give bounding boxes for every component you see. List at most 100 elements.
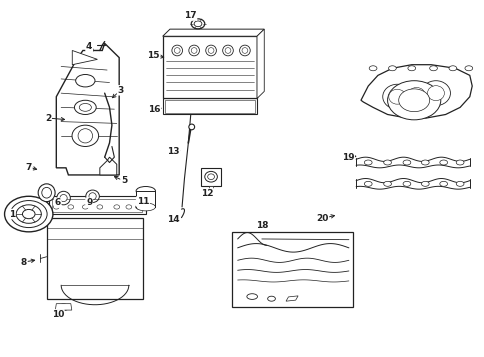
Ellipse shape (402, 181, 410, 186)
Ellipse shape (136, 203, 155, 211)
Polygon shape (208, 186, 213, 190)
Ellipse shape (89, 193, 96, 200)
Ellipse shape (401, 82, 430, 107)
Ellipse shape (239, 45, 250, 56)
Text: 4: 4 (86, 42, 92, 51)
Ellipse shape (363, 181, 371, 186)
Ellipse shape (57, 191, 70, 205)
Text: 3: 3 (117, 86, 123, 95)
Circle shape (387, 81, 440, 120)
Ellipse shape (448, 66, 456, 71)
Ellipse shape (383, 181, 391, 186)
Circle shape (53, 205, 59, 209)
Ellipse shape (421, 81, 450, 106)
Ellipse shape (171, 45, 182, 56)
Text: 8: 8 (21, 257, 27, 267)
Circle shape (398, 89, 429, 112)
Text: 10: 10 (51, 310, 64, 319)
Ellipse shape (188, 45, 199, 56)
Polygon shape (56, 43, 119, 175)
Ellipse shape (136, 186, 155, 195)
Circle shape (10, 201, 47, 227)
Polygon shape (46, 218, 143, 300)
Ellipse shape (222, 45, 233, 56)
Circle shape (16, 205, 41, 223)
Ellipse shape (402, 160, 410, 165)
Ellipse shape (42, 187, 51, 198)
Text: 20: 20 (316, 214, 328, 223)
Ellipse shape (204, 171, 217, 182)
Polygon shape (162, 29, 264, 36)
Ellipse shape (429, 66, 437, 71)
Text: 19: 19 (341, 154, 353, 162)
Ellipse shape (426, 86, 443, 101)
Polygon shape (360, 65, 471, 118)
Circle shape (22, 210, 35, 219)
Circle shape (68, 205, 74, 209)
Ellipse shape (382, 84, 411, 109)
Ellipse shape (188, 124, 194, 130)
Circle shape (126, 205, 132, 209)
Polygon shape (286, 296, 298, 301)
Text: 17: 17 (183, 11, 196, 20)
Ellipse shape (205, 45, 216, 56)
Text: 11: 11 (136, 197, 149, 206)
Ellipse shape (388, 66, 395, 71)
Bar (162, 99, 257, 115)
Circle shape (136, 205, 141, 209)
Ellipse shape (60, 306, 66, 309)
Polygon shape (55, 304, 72, 310)
Ellipse shape (191, 19, 204, 29)
Circle shape (114, 205, 120, 209)
Ellipse shape (464, 66, 472, 71)
Text: 6: 6 (55, 198, 61, 207)
Ellipse shape (76, 75, 95, 87)
Ellipse shape (408, 87, 424, 102)
Text: 1: 1 (9, 210, 15, 218)
Polygon shape (100, 157, 117, 175)
Circle shape (97, 205, 103, 209)
Ellipse shape (383, 160, 391, 165)
Ellipse shape (79, 104, 91, 111)
Text: 9: 9 (86, 198, 92, 207)
Text: 5: 5 (121, 176, 127, 186)
Polygon shape (257, 29, 264, 99)
Bar (52, 199, 142, 212)
Text: 14: 14 (167, 215, 180, 224)
Ellipse shape (421, 181, 428, 186)
Ellipse shape (267, 296, 275, 301)
Ellipse shape (421, 160, 428, 165)
Circle shape (4, 196, 53, 232)
Ellipse shape (60, 195, 67, 202)
Polygon shape (72, 50, 97, 65)
Bar (231, 232, 352, 307)
Ellipse shape (72, 125, 98, 146)
Circle shape (82, 205, 88, 209)
Ellipse shape (455, 160, 463, 165)
Text: 16: 16 (148, 105, 160, 114)
Ellipse shape (439, 160, 447, 165)
Ellipse shape (407, 66, 415, 71)
Polygon shape (201, 168, 220, 186)
Ellipse shape (58, 304, 69, 311)
Text: 13: 13 (167, 147, 179, 156)
Ellipse shape (74, 100, 96, 115)
Ellipse shape (388, 89, 405, 104)
Ellipse shape (363, 160, 371, 165)
Text: 18: 18 (256, 221, 268, 230)
Bar (136, 191, 155, 207)
Bar (165, 100, 254, 113)
Bar (49, 196, 146, 214)
Ellipse shape (368, 66, 376, 71)
Ellipse shape (78, 129, 92, 143)
Text: 2: 2 (45, 114, 51, 122)
Ellipse shape (246, 294, 257, 300)
Ellipse shape (455, 181, 463, 186)
Ellipse shape (439, 181, 447, 186)
Polygon shape (162, 36, 257, 99)
Ellipse shape (86, 190, 99, 202)
Text: 7: 7 (26, 163, 32, 172)
Ellipse shape (194, 21, 201, 27)
Ellipse shape (38, 184, 55, 202)
Text: 12: 12 (201, 189, 213, 198)
